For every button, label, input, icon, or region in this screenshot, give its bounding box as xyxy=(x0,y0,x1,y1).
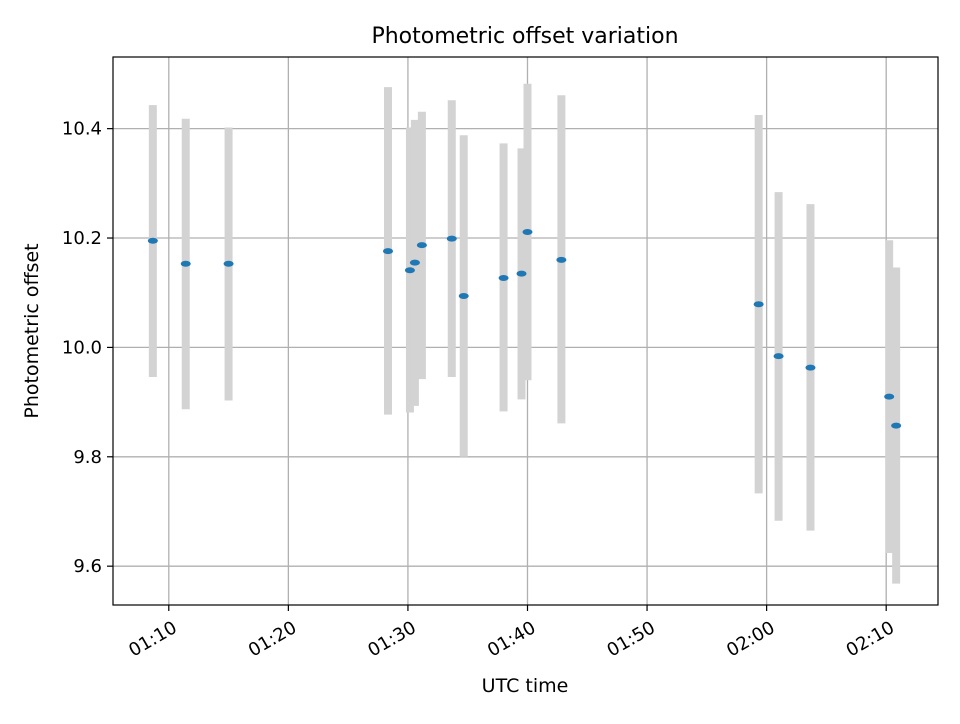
data-point xyxy=(522,229,533,236)
y-tick-label: 10.4 xyxy=(62,119,102,140)
data-point xyxy=(498,274,509,281)
data-point xyxy=(891,422,902,429)
data-point xyxy=(556,256,567,263)
data-point xyxy=(223,260,234,267)
data-point xyxy=(773,353,784,360)
data-point xyxy=(884,393,895,400)
data-point xyxy=(147,237,158,244)
data-points xyxy=(147,229,902,429)
y-tick-label: 9.6 xyxy=(73,556,102,577)
data-point xyxy=(458,292,469,299)
plot-frame xyxy=(112,56,939,606)
data-point xyxy=(180,260,191,267)
chart-title: Photometric offset variation xyxy=(371,24,678,49)
data-point xyxy=(753,301,764,308)
data-point xyxy=(805,364,816,371)
data-point xyxy=(446,235,457,242)
data-point xyxy=(516,270,527,277)
y-tick-label: 10.0 xyxy=(62,337,102,358)
x-axis-label: UTC time xyxy=(482,675,569,697)
data-point xyxy=(404,267,415,274)
y-axis-label: Photometric offset xyxy=(21,243,43,418)
data-point xyxy=(409,259,420,266)
data-point xyxy=(416,242,427,249)
y-tick-label: 9.8 xyxy=(73,447,102,468)
y-tick-label: 10.2 xyxy=(62,228,102,249)
data-point xyxy=(383,248,393,255)
